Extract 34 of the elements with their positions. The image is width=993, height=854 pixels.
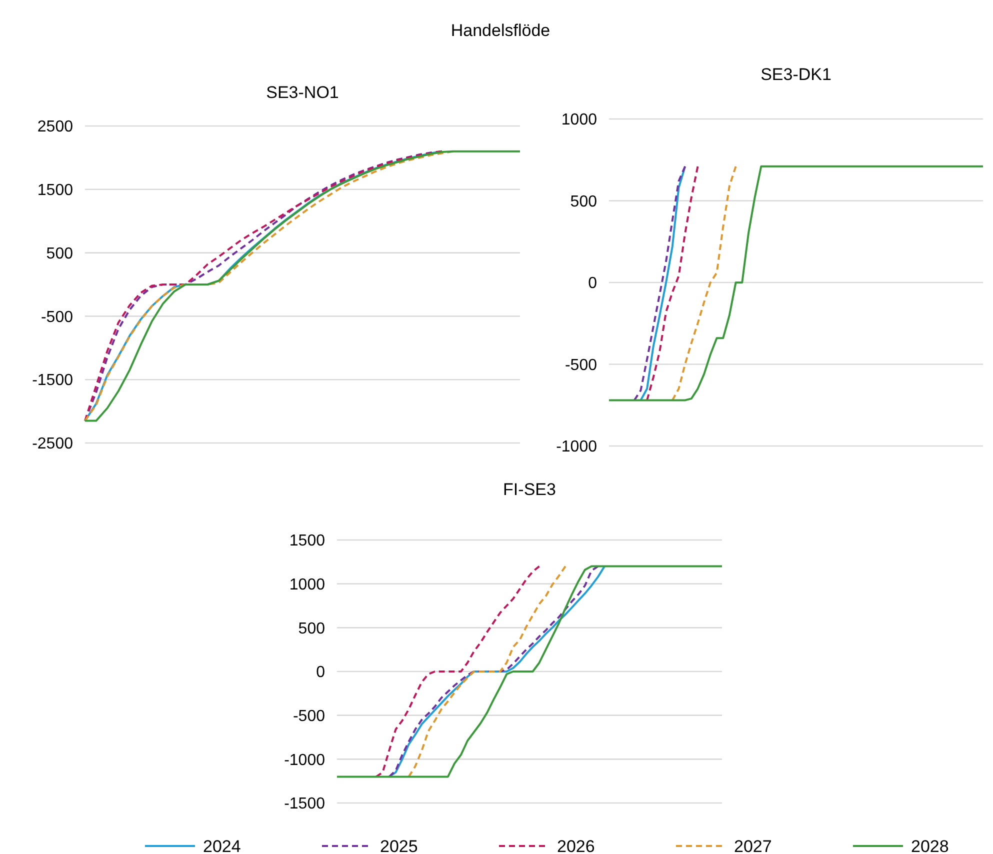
line-series (336, 565, 723, 778)
legend-label: 2027 (734, 836, 772, 854)
y-tick-label: -500 (40, 308, 74, 326)
chart-title: FI-SE3 (503, 480, 556, 499)
y-tick-label: -1500 (284, 796, 326, 813)
line-series (375, 565, 540, 778)
line-series (408, 565, 566, 778)
y-tick-label: -500 (292, 708, 326, 725)
y-tick-label: -1500 (32, 372, 74, 390)
y-tick-label: -2500 (32, 436, 74, 453)
y-tick-label: 1500 (289, 532, 326, 550)
legend-label: 2024 (203, 836, 241, 854)
line-series (84, 150, 521, 422)
y-tick-label: 500 (570, 193, 598, 210)
y-tick-label: 1000 (561, 112, 598, 129)
line-series (646, 165, 699, 402)
y-tick-label: -500 (564, 356, 598, 374)
y-tick-label: 0 (588, 275, 598, 292)
legend-label: 2028 (911, 836, 949, 854)
y-tick-label: 2500 (37, 118, 74, 136)
y-tick-label: 1500 (37, 182, 74, 199)
y-tick-label: -1000 (284, 752, 326, 769)
line-series (671, 165, 737, 402)
line-series (608, 165, 984, 402)
text: Handelsflöde (450, 21, 550, 40)
legend-label: 2025 (380, 836, 418, 854)
chart-title: SE3-NO1 (266, 83, 339, 102)
y-tick-label: 500 (298, 620, 326, 638)
y-tick-label: -1000 (556, 438, 598, 456)
y-tick-label: 500 (46, 245, 74, 262)
chart-title: SE3-DK1 (760, 65, 832, 84)
legend-label: 2026 (557, 836, 595, 854)
y-tick-label: 0 (316, 664, 326, 682)
y-tick-label: 1000 (289, 576, 326, 594)
